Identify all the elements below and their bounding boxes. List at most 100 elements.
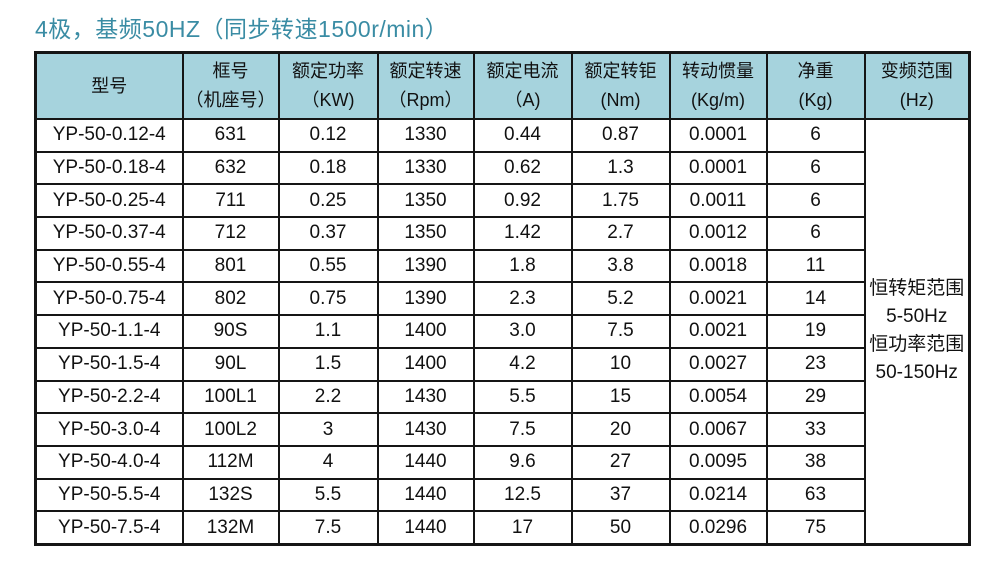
cell-model: YP-50-1.1-4 xyxy=(34,314,184,349)
cell-speed: 1440 xyxy=(376,510,475,546)
table-row: YP-50-0.25-4 711 0.25 1350 0.92 1.75 0.0… xyxy=(34,183,970,219)
cell-frame: 100L1 xyxy=(181,379,280,415)
header-line1: 框号 xyxy=(212,61,249,81)
cell-current: 3.0 xyxy=(472,314,573,349)
cell-weight: 23 xyxy=(765,346,866,382)
cell-torque: 1.3 xyxy=(570,150,671,186)
cell-current: 9.6 xyxy=(472,444,573,480)
cell-power: 0.18 xyxy=(277,150,379,186)
cell-frame: 711 xyxy=(181,183,280,219)
cell-weight: 14 xyxy=(765,281,866,317)
cell-inertia: 0.0001 xyxy=(668,150,768,186)
cell-power: 0.37 xyxy=(277,216,379,251)
cell-inertia: 0.0011 xyxy=(668,183,768,219)
cell-model: YP-50-0.75-4 xyxy=(34,281,184,317)
cell-power: 4 xyxy=(277,444,379,480)
table-row: YP-50-2.2-4 100L1 2.2 1430 5.5 15 0.0054… xyxy=(34,379,970,415)
cell-power: 5.5 xyxy=(277,477,379,513)
cell-speed: 1390 xyxy=(376,248,475,284)
col-header-frame: 框号 （机座号） xyxy=(181,51,280,120)
col-header-freq-range: 变频范围 (Hz) xyxy=(863,51,971,120)
cell-frame: 801 xyxy=(181,248,280,284)
cell-frame: 631 xyxy=(181,118,280,153)
cell-weight: 6 xyxy=(765,216,866,251)
cell-current: 0.62 xyxy=(472,150,573,186)
cell-model: YP-50-7.5-4 xyxy=(34,510,184,546)
header-line1: 转动惯量 xyxy=(682,61,754,81)
motor-spec-table: 型号 框号 （机座号） 额定功率 （KW) 额定转速 （Rpm） 额定电流 （A) 额定… xyxy=(34,51,971,546)
cell-power: 1.1 xyxy=(277,314,379,349)
cell-weight: 63 xyxy=(765,477,866,513)
header-line1: 净重 xyxy=(797,61,834,81)
header-line2: （KW) xyxy=(301,90,355,110)
cell-weight: 75 xyxy=(765,510,866,546)
cell-inertia: 0.0001 xyxy=(668,118,768,153)
cell-model: YP-50-2.2-4 xyxy=(34,379,184,415)
cell-current: 5.5 xyxy=(472,379,573,415)
cell-torque: 2.7 xyxy=(570,216,671,251)
cell-speed: 1430 xyxy=(376,379,475,415)
cell-current: 1.8 xyxy=(472,248,573,284)
header-line1: 额定功率 xyxy=(292,61,364,81)
cell-current: 7.5 xyxy=(472,412,573,447)
cell-power: 0.55 xyxy=(277,248,379,284)
freq-range-line: 50-150Hz xyxy=(875,362,958,384)
cell-power: 1.5 xyxy=(277,346,379,382)
header-row: 型号 框号 （机座号） 额定功率 （KW) 额定转速 （Rpm） 额定电流 （A) 额定… xyxy=(34,51,971,120)
table-row: YP-50-0.75-4 802 0.75 1390 2.3 5.2 0.002… xyxy=(34,281,970,317)
cell-power: 3 xyxy=(277,412,379,447)
cell-torque: 3.8 xyxy=(570,248,671,284)
table-row: YP-50-4.0-4 112M 4 1440 9.6 27 0.0095 38 xyxy=(34,444,970,480)
cell-torque: 5.2 xyxy=(570,281,671,317)
table-row: YP-50-0.18-4 632 0.18 1330 0.62 1.3 0.00… xyxy=(34,150,970,186)
cell-speed: 1440 xyxy=(376,477,475,513)
col-header-power: 额定功率 （KW) xyxy=(277,51,379,120)
col-header-inertia: 转动惯量 (Kg/m) xyxy=(668,51,768,120)
cell-inertia: 0.0021 xyxy=(668,281,768,317)
cell-inertia: 0.0054 xyxy=(668,379,768,415)
cell-speed: 1430 xyxy=(376,412,475,447)
cell-current: 4.2 xyxy=(472,346,573,382)
col-header-weight: 净重 (Kg) xyxy=(765,51,866,120)
col-header-current: 额定电流 （A) xyxy=(472,51,573,120)
cell-speed: 1330 xyxy=(376,118,475,153)
freq-range-merged-cell: 恒转矩范围 5-50Hz 恒功率范围 50-150Hz xyxy=(863,117,971,546)
cell-inertia: 0.0214 xyxy=(668,477,768,513)
cell-weight: 38 xyxy=(765,444,866,480)
cell-weight: 29 xyxy=(765,379,866,415)
cell-frame: 100L2 xyxy=(181,412,280,447)
cell-frame: 712 xyxy=(181,216,280,251)
table-row: YP-50-7.5-4 132M 7.5 1440 17 50 0.0296 7… xyxy=(34,510,970,546)
page-title: 4极，基频50HZ（同步转速1500r/min） xyxy=(35,16,449,42)
cell-current: 0.44 xyxy=(472,118,573,153)
freq-range-line: 5-50Hz xyxy=(886,306,948,328)
table-row: YP-50-1.5-4 90L 1.5 1400 4.2 10 0.0027 2… xyxy=(34,346,970,382)
header-line2: （Rpm） xyxy=(388,90,463,110)
cell-torque: 1.75 xyxy=(570,183,671,219)
cell-model: YP-50-1.5-4 xyxy=(34,346,184,382)
cell-inertia: 0.0027 xyxy=(668,346,768,382)
cell-current: 17 xyxy=(472,510,573,546)
cell-speed: 1350 xyxy=(376,183,475,219)
cell-frame: 802 xyxy=(181,281,280,317)
cell-current: 0.92 xyxy=(472,183,573,219)
table-row: YP-50-3.0-4 100L2 3 1430 7.5 20 0.0067 3… xyxy=(34,412,970,447)
cell-current: 1.42 xyxy=(472,216,573,251)
cell-inertia: 0.0095 xyxy=(668,444,768,480)
header-line1: 额定电流 xyxy=(486,61,559,81)
cell-weight: 19 xyxy=(765,314,866,349)
cell-weight: 6 xyxy=(765,183,866,219)
cell-power: 2.2 xyxy=(277,379,379,415)
cell-torque: 15 xyxy=(570,379,671,415)
cell-current: 2.3 xyxy=(472,281,573,317)
cell-weight: 6 xyxy=(765,118,866,153)
cell-model: YP-50-0.37-4 xyxy=(34,216,184,251)
header-line2: (Nm) xyxy=(600,90,641,110)
table-row: YP-50-0.12-4 631 0.12 1330 0.44 0.87 0.0… xyxy=(34,117,971,546)
cell-model: YP-50-0.25-4 xyxy=(34,183,184,219)
header-line2: (Kg) xyxy=(798,90,833,110)
cell-weight: 6 xyxy=(765,150,866,186)
cell-torque: 10 xyxy=(570,346,671,382)
cell-inertia: 0.0018 xyxy=(668,248,768,284)
cell-inertia: 0.0012 xyxy=(668,216,768,251)
